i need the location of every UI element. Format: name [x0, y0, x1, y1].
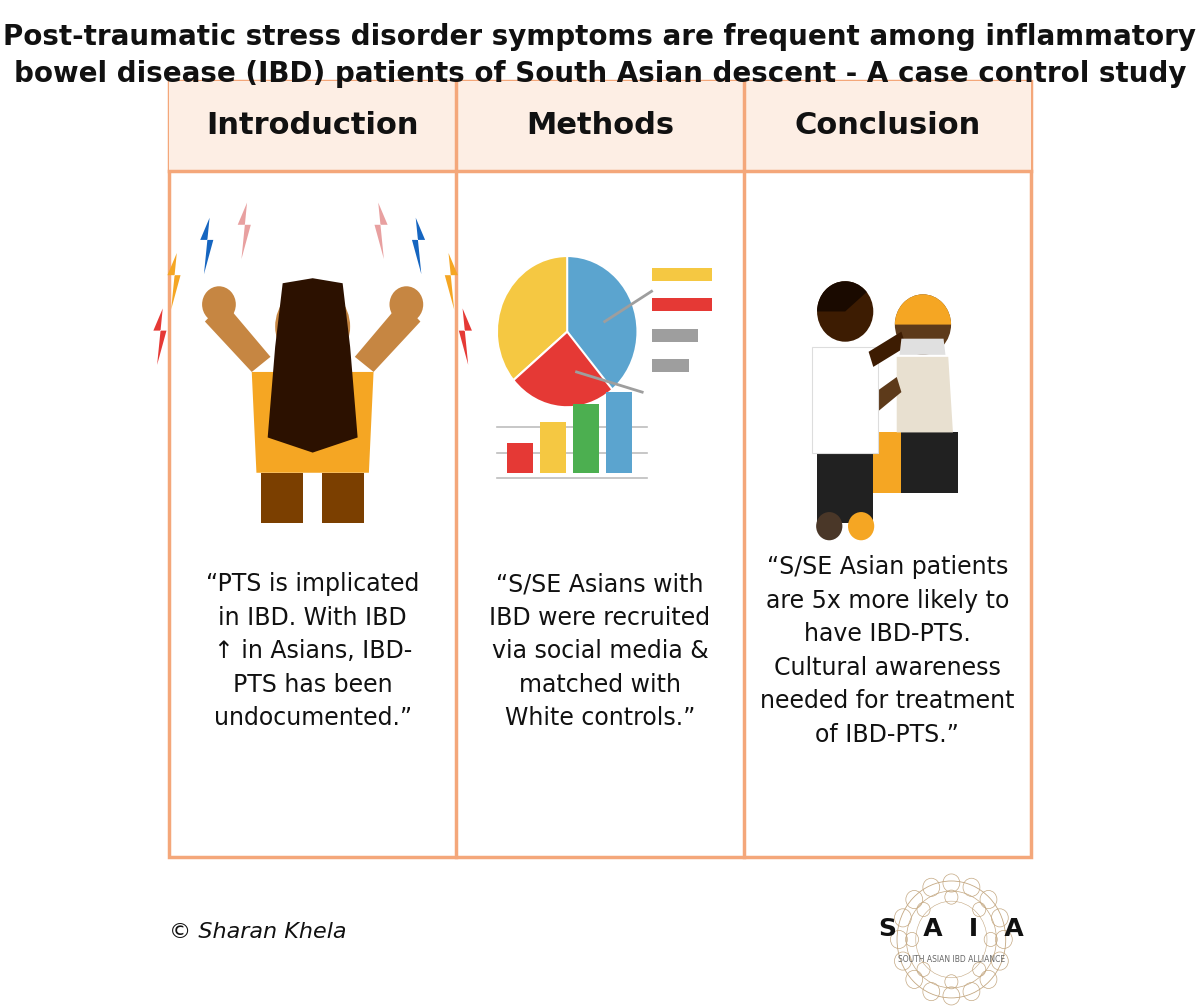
Polygon shape — [268, 278, 358, 453]
Text: Methods: Methods — [526, 112, 674, 140]
Polygon shape — [869, 377, 901, 415]
Circle shape — [848, 512, 875, 540]
Text: Post-traumatic stress disorder symptoms are frequent among inflammatory
bowel di: Post-traumatic stress disorder symptoms … — [4, 23, 1196, 88]
Circle shape — [202, 286, 236, 323]
Circle shape — [390, 286, 424, 323]
Polygon shape — [817, 453, 874, 523]
Text: “S/SE Asians with
IBD were recruited
via social media &
matched with
White contr: “S/SE Asians with IBD were recruited via… — [490, 573, 710, 730]
Bar — [652, 329, 698, 342]
Bar — [572, 404, 599, 473]
Bar — [540, 422, 566, 473]
Bar — [456, 81, 744, 171]
Bar — [652, 298, 713, 311]
Polygon shape — [262, 473, 304, 523]
FancyBboxPatch shape — [169, 81, 1031, 857]
Circle shape — [497, 256, 637, 407]
Bar — [508, 443, 534, 473]
Bar — [652, 268, 713, 281]
Wedge shape — [895, 294, 952, 325]
Polygon shape — [869, 332, 906, 367]
Polygon shape — [322, 473, 364, 523]
Wedge shape — [514, 332, 612, 407]
Text: SOUTH ASIAN IBD ALLIANCE: SOUTH ASIAN IBD ALLIANCE — [898, 956, 1004, 964]
Text: © Sharan Khela: © Sharan Khela — [169, 922, 347, 942]
Polygon shape — [812, 347, 878, 453]
Text: Introduction: Introduction — [206, 112, 419, 140]
Polygon shape — [896, 357, 953, 432]
Wedge shape — [497, 256, 568, 380]
Text: S   A   I   A: S A I A — [878, 917, 1024, 941]
Wedge shape — [817, 281, 866, 311]
Bar — [169, 81, 456, 171]
Circle shape — [275, 286, 350, 367]
Polygon shape — [900, 339, 946, 355]
Polygon shape — [200, 218, 214, 274]
Polygon shape — [458, 308, 472, 365]
Polygon shape — [252, 372, 373, 473]
Polygon shape — [901, 432, 958, 493]
Polygon shape — [355, 301, 420, 372]
Bar — [606, 392, 632, 473]
Circle shape — [895, 294, 952, 355]
Text: Conclusion: Conclusion — [794, 112, 980, 140]
Polygon shape — [205, 301, 270, 372]
Circle shape — [817, 281, 874, 342]
Bar — [854, 432, 943, 493]
Polygon shape — [168, 253, 180, 309]
Text: “PTS is implicated
in IBD. With IBD
↑ in Asians, IBD-
PTS has been
undocumented.: “PTS is implicated in IBD. With IBD ↑ in… — [206, 573, 419, 730]
Text: “S/SE Asian patients
are 5x more likely to
have IBD-PTS.
Cultural awareness
need: “S/SE Asian patients are 5x more likely … — [760, 555, 1014, 747]
Polygon shape — [154, 308, 167, 365]
Polygon shape — [445, 253, 458, 309]
Polygon shape — [374, 203, 388, 259]
Bar — [652, 359, 689, 372]
Bar — [744, 81, 1031, 171]
Polygon shape — [412, 218, 425, 274]
Polygon shape — [238, 203, 251, 259]
Circle shape — [816, 512, 842, 540]
